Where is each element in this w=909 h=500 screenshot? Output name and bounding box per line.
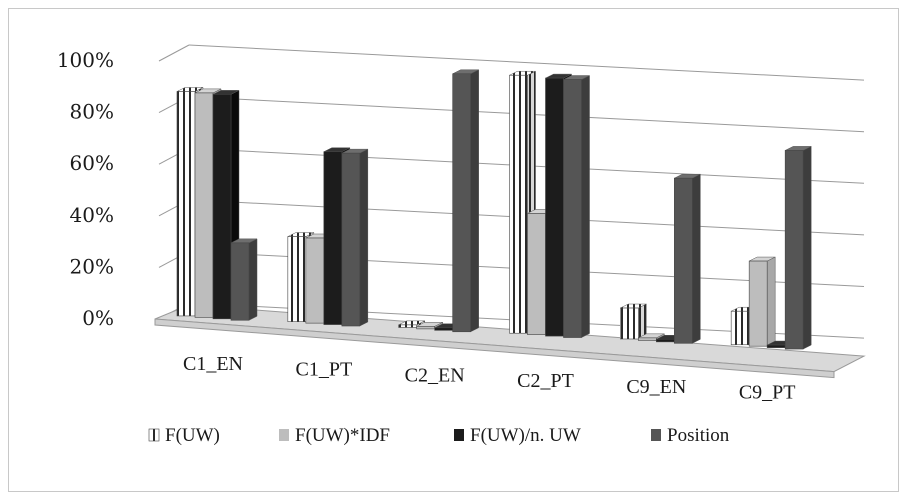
- bar-c9-pt-series-2: [766, 344, 786, 348]
- legend: F(UW) F(UW)*IDF F(UW)/n. UW Position: [148, 425, 730, 446]
- category-label: C1_PT: [295, 359, 352, 381]
- category-label: C1_EN: [183, 353, 243, 375]
- bar-side: [638, 303, 647, 340]
- y-tick-label: 80%: [70, 100, 114, 124]
- bar-c9-pt-series-1: [748, 260, 768, 347]
- legend-label: Position: [667, 425, 730, 446]
- bar-c9-en-series-2: [656, 338, 675, 343]
- bar-side: [359, 148, 369, 327]
- bar-c1-en-series-1: [194, 92, 214, 318]
- bar-c9-en-series-0: [620, 307, 639, 340]
- category-label: C9_EN: [626, 376, 686, 398]
- bar-c9-pt-series-0: [730, 310, 750, 346]
- bar-c9-en-series-3: [674, 177, 693, 344]
- bar-c2-pt-series-0: [509, 74, 528, 334]
- floor-edge: [154, 318, 835, 379]
- bar-c1-pt-series-0: [287, 236, 307, 322]
- bar-c1-en-series-2: [212, 94, 232, 320]
- legend-label: F(UW)*IDF: [295, 425, 390, 446]
- y-tick-label: 20%: [70, 254, 114, 278]
- bar-c2-pt-series-2: [545, 77, 564, 337]
- bar-side: [766, 256, 776, 347]
- bar-side: [692, 173, 701, 344]
- category-label: C2_PT: [517, 370, 574, 392]
- bar-c1-pt-series-1: [305, 237, 325, 324]
- bar-c1-en-series-3: [230, 242, 250, 321]
- legend-swatch: [651, 429, 661, 441]
- y-axis-ticks: 0% 20% 40% 60% 80% 100%: [57, 48, 114, 330]
- y-tick-label: 40%: [70, 203, 114, 227]
- bar-chart: 0%20%40%60%80%100% C1_EN C1_PT C2_EN C2_PT C…: [57, 44, 866, 446]
- legend-label: F(UW)/n. UW: [470, 425, 581, 446]
- bar-c9-en-series-1: [638, 337, 657, 341]
- legend-label: F(UW): [165, 425, 220, 446]
- y-tick-label: 0%: [82, 306, 114, 330]
- legend-swatch: [279, 429, 289, 441]
- bar-c2-pt-series-3: [563, 79, 582, 338]
- bar-c2-en-series-1: [416, 326, 435, 330]
- category-label: C9_PT: [739, 382, 796, 404]
- bar-c2-en-series-3: [452, 73, 471, 333]
- gridline: [188, 44, 865, 81]
- y-tick-label: 100%: [57, 48, 114, 72]
- x-axis-categories: C1_EN C1_PT C2_EN C2_PT C9_EN C9_PT: [183, 353, 796, 404]
- bar-c2-en-series-0: [398, 324, 417, 328]
- category-label: C2_EN: [405, 364, 465, 386]
- bar-side: [581, 75, 590, 338]
- bar-c2-en-series-2: [434, 327, 453, 331]
- bar-c2-pt-series-1: [527, 213, 546, 335]
- y-tick-label: 60%: [70, 151, 114, 175]
- gridline-side: [158, 44, 190, 62]
- bars: [176, 69, 812, 350]
- bar-c1-pt-series-3: [341, 152, 361, 327]
- legend-swatch: [148, 428, 160, 442]
- chart-frame: 0% 20% 40% 60% 80% 100% C1_EN C1_PT C2_EN C2_PT C…: [8, 8, 899, 492]
- bar-side: [248, 238, 258, 321]
- bar-side: [802, 145, 812, 350]
- bar-c9-pt-series-3: [784, 150, 804, 350]
- bar-c1-pt-series-2: [323, 151, 343, 325]
- bar-c1-en-series-0: [176, 91, 196, 317]
- legend-swatch: [454, 429, 464, 441]
- bar-side: [470, 69, 479, 333]
